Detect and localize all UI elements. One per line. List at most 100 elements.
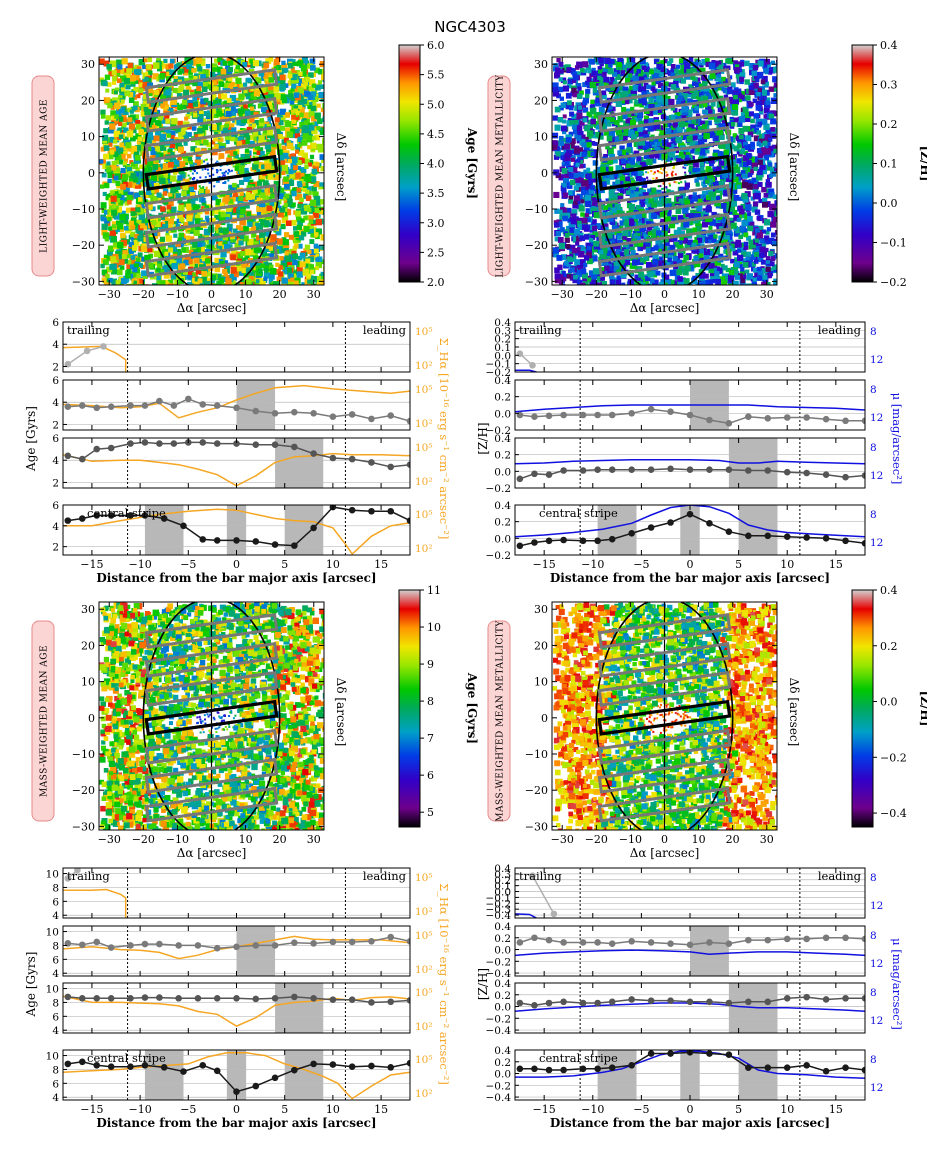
map-pixel: [173, 221, 178, 226]
map-pixel: [295, 110, 301, 116]
map-pixel: [107, 216, 112, 222]
map-pixel: [261, 106, 267, 113]
map-pixel: [248, 140, 255, 148]
map-pixel: [606, 121, 612, 127]
map-pixel: [253, 147, 258, 153]
map-pixel: [770, 232, 776, 238]
map-pixel: [156, 280, 162, 285]
bar-ellipse: [142, 57, 281, 285]
map-pixel: [301, 126, 307, 131]
map-pixel: [138, 88, 144, 93]
map-pixel: [176, 185, 181, 190]
map-pixel: [236, 225, 241, 230]
map-pixel: [181, 247, 186, 253]
map-pixel: [573, 128, 580, 135]
map-pixel: [140, 179, 145, 184]
map-pixel: [743, 115, 751, 122]
map-pixel: [259, 192, 266, 198]
map-pixel: [264, 142, 271, 149]
map-pixel: [629, 85, 634, 91]
map-pixel: [264, 160, 270, 166]
map-pixel: [145, 71, 150, 76]
map-pixel: [241, 117, 247, 124]
map-pixel: [194, 196, 199, 201]
map-pixel: [103, 60, 110, 67]
map-pixel: [585, 216, 590, 221]
map-pixel: [147, 132, 153, 138]
map-pixel: [120, 153, 126, 160]
stripe-box: [144, 125, 279, 162]
map-pixel: [230, 146, 236, 153]
map-pixel: [263, 95, 269, 101]
map-pixel: [309, 58, 316, 65]
map-pixel: [257, 162, 264, 169]
map-pixel: [146, 203, 153, 210]
map-pixel: [138, 59, 146, 66]
map-pixel: [280, 125, 285, 131]
map-pixel: [696, 208, 702, 214]
map-pixel: [252, 72, 258, 78]
map-pixel: [585, 208, 592, 215]
map-pixel: [184, 81, 190, 86]
map-pixel: [245, 255, 250, 260]
map-pixel: [143, 93, 149, 100]
map-pixel: [775, 236, 777, 243]
map-pixel: [298, 149, 305, 156]
map-pixel: [189, 206, 194, 211]
map-pixel: [148, 187, 155, 194]
map-pixel: [740, 278, 746, 284]
map-pixel: [572, 236, 579, 243]
map-xlabel: Δα [arcsec]: [177, 301, 247, 315]
map-pixel: [311, 115, 317, 122]
map-pixel: [707, 120, 712, 126]
map-pixel: [240, 154, 245, 159]
map-pixel: [571, 166, 578, 173]
map-pixel: [114, 62, 120, 68]
map-pixel: [688, 84, 694, 90]
map-pixel: [310, 142, 317, 149]
map-pixel: [223, 174, 226, 177]
map-pixel: [213, 185, 216, 188]
map-pixel: [560, 77, 567, 83]
map-pixel: [230, 254, 236, 261]
map-pixel: [131, 145, 138, 152]
map-pixel: [148, 97, 153, 103]
map-pixel: [216, 171, 219, 174]
map-pixel: [307, 94, 313, 101]
map-pixel: [255, 222, 260, 228]
map-pixel: [735, 239, 741, 246]
map-pixel: [245, 191, 251, 197]
map-pixel: [269, 134, 276, 141]
map-pixel: [187, 132, 192, 137]
map-pixel: [725, 107, 730, 113]
map-pixel: [639, 199, 645, 204]
map-pixel: [617, 235, 622, 240]
map-pixel: [591, 67, 596, 73]
map-pixel: [205, 218, 211, 223]
map-pixel: [583, 262, 588, 267]
map-pixel: [135, 268, 140, 274]
map-pixel: [291, 190, 297, 197]
map-pixel: [280, 223, 286, 230]
map-pixel: [229, 150, 236, 157]
map-pixel: [130, 135, 136, 142]
map-pixel: [133, 105, 138, 111]
map-pixel: [112, 204, 117, 209]
map-pixel: [253, 226, 259, 232]
map-pixel: [294, 98, 299, 103]
map-pixel: [309, 269, 314, 275]
map-pixel: [252, 260, 258, 266]
map-pixel: [305, 176, 312, 183]
map-pixel: [762, 238, 769, 245]
map-pixel: [115, 250, 121, 257]
map-pixel: [219, 113, 226, 120]
map-pixel: [312, 253, 320, 261]
map-pixel: [284, 255, 291, 262]
map-pixel: [665, 116, 671, 121]
map-pixel: [130, 217, 137, 223]
map-pixel: [230, 163, 233, 166]
map-pixel: [294, 244, 299, 249]
map-pixel: [214, 266, 221, 273]
map-pixel: [217, 98, 222, 104]
